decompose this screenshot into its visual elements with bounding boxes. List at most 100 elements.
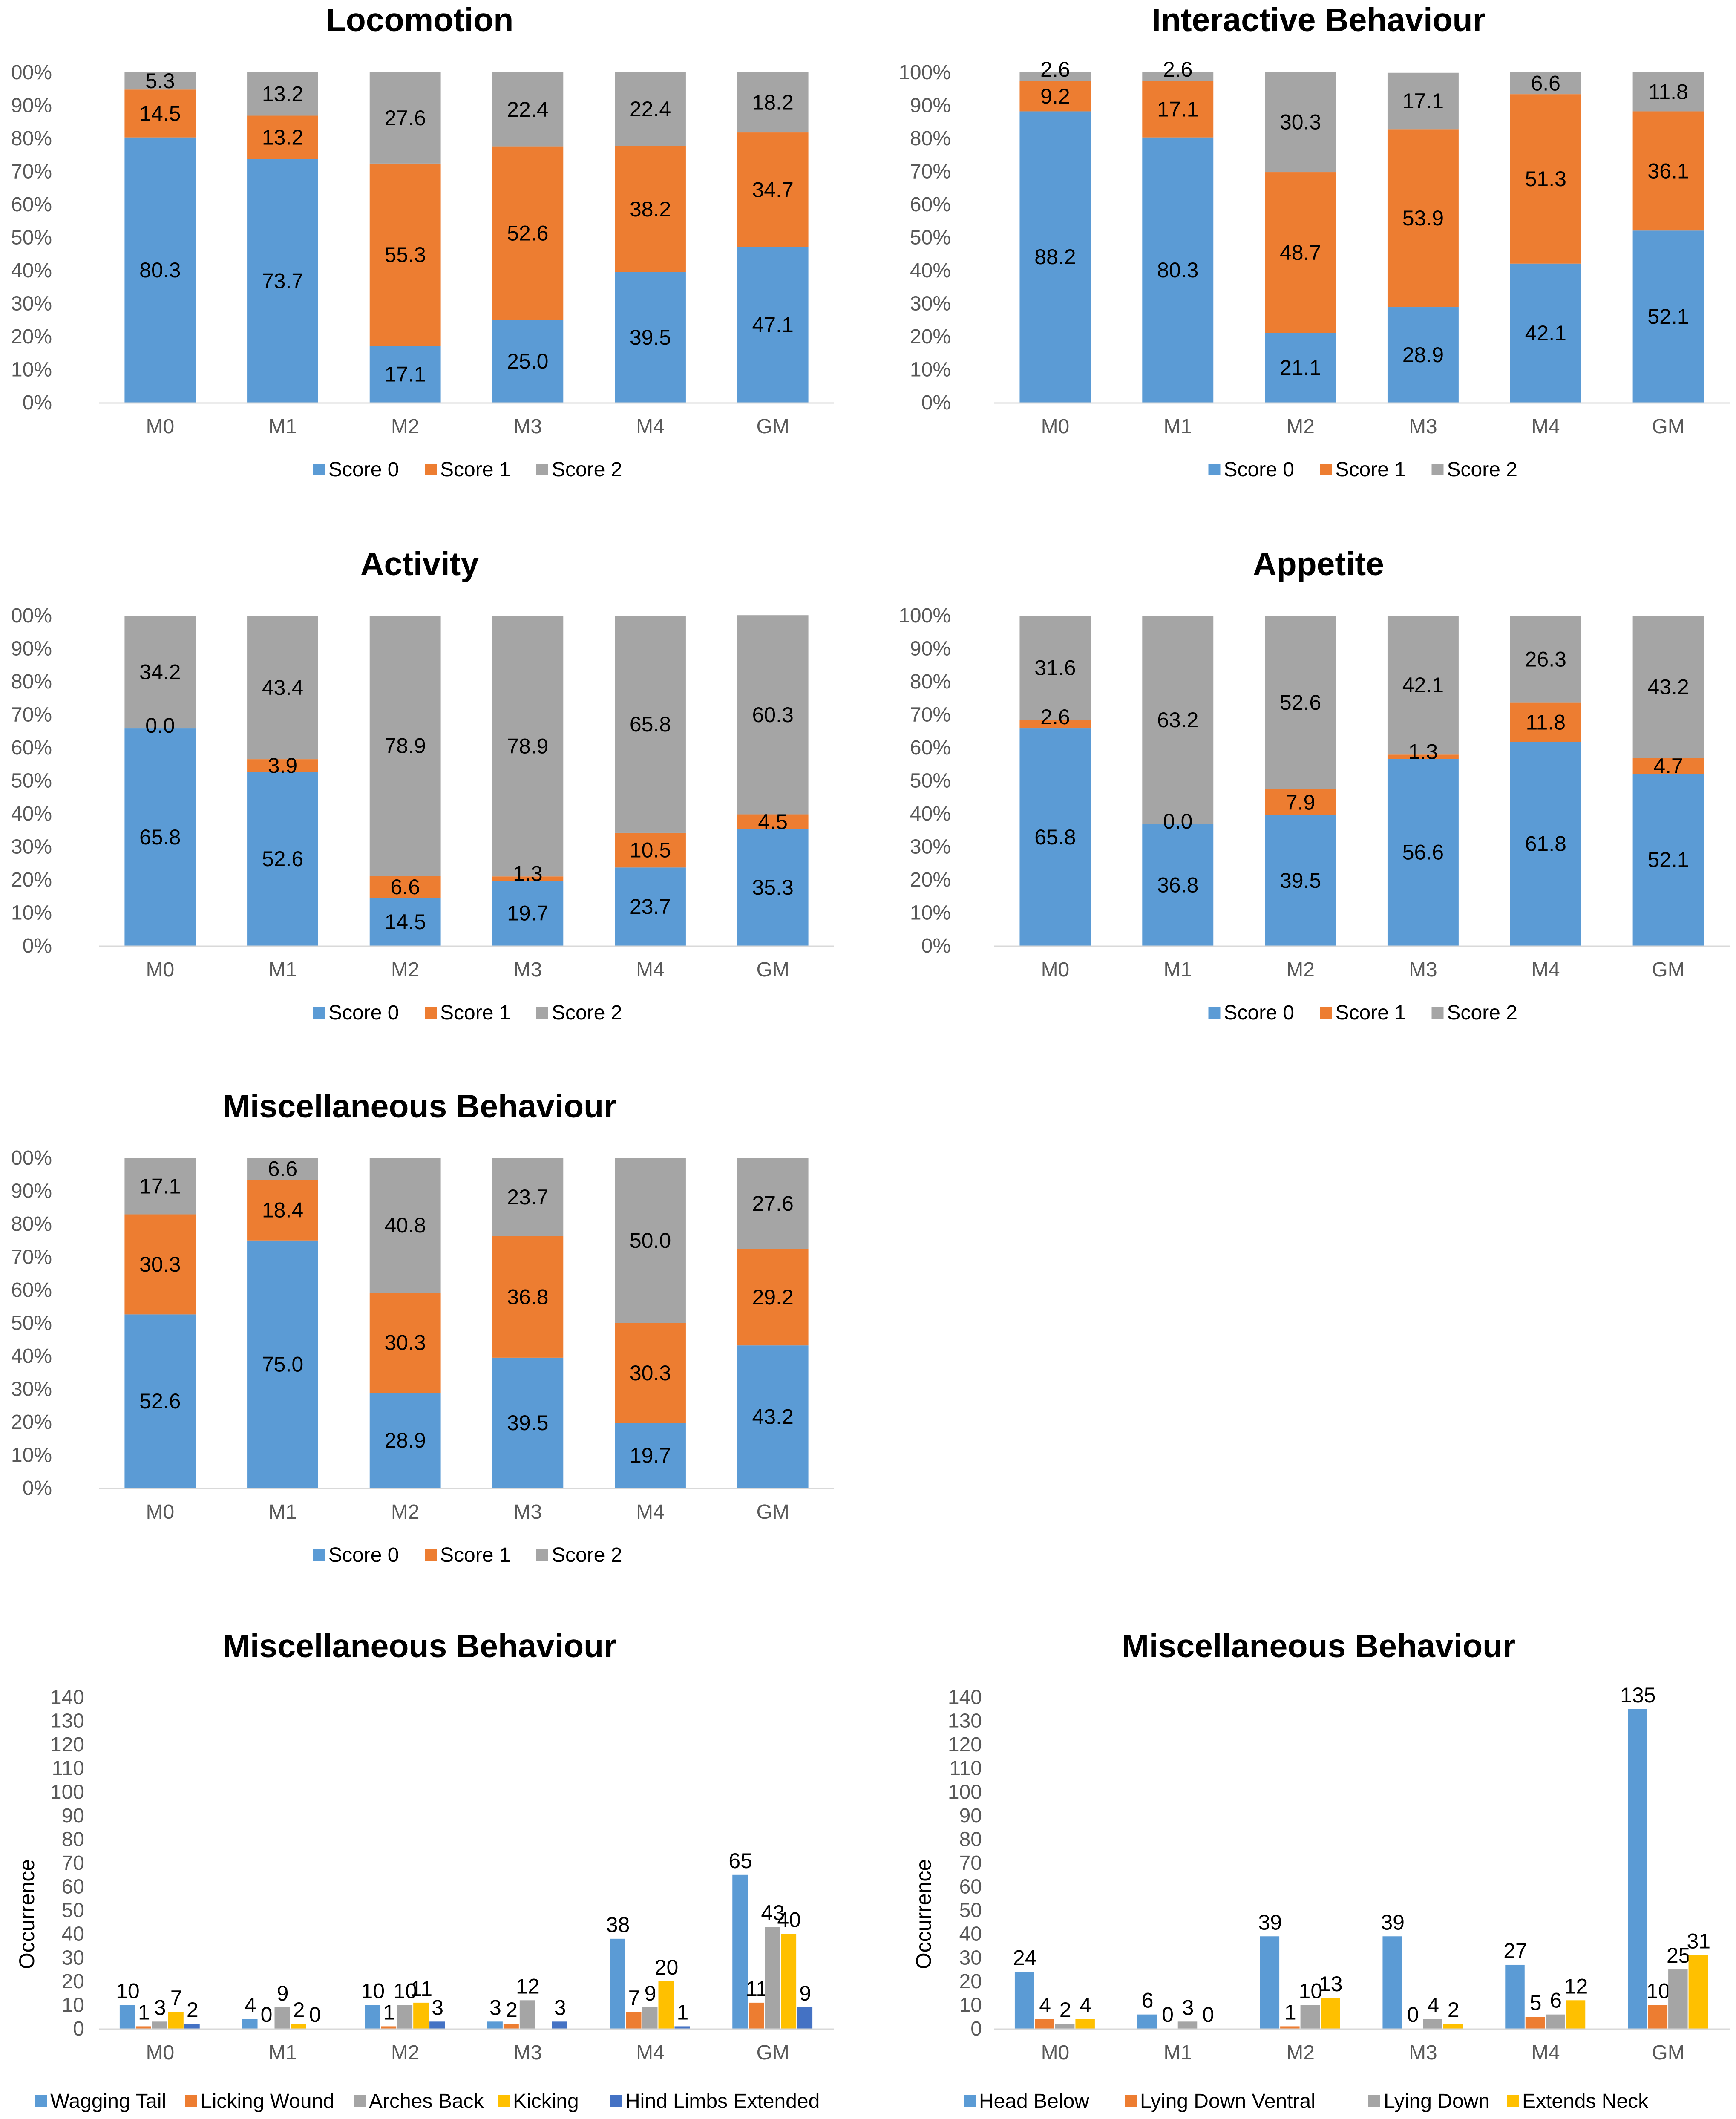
legend-label: Head Below <box>979 2090 1089 2113</box>
y-tick-label: 90% <box>11 95 52 117</box>
data-label: 30.3 <box>139 1252 181 1276</box>
data-label: 43 <box>761 1901 785 1925</box>
y-tick-label: 70% <box>11 1246 52 1269</box>
data-label: 78.9 <box>385 734 426 758</box>
data-label: 4.7 <box>1653 754 1683 778</box>
bar-score-0 <box>615 1423 686 1488</box>
bar-score-0 <box>737 829 809 946</box>
legend-label: Score 2 <box>552 458 622 481</box>
legend-swatch <box>1208 1007 1221 1019</box>
data-label: 0 <box>309 2003 321 2027</box>
bar-licking-wound <box>749 2002 764 2029</box>
bar-score-2 <box>124 72 196 90</box>
y-axis-label: Occurrence <box>912 1859 936 1969</box>
bar-kicking <box>413 2002 429 2029</box>
data-label: 25.0 <box>507 349 548 373</box>
data-label: 17.1 <box>1157 97 1198 121</box>
bar-score-1 <box>737 814 809 829</box>
data-label: 18.4 <box>262 1198 303 1222</box>
x-tick-label: M2 <box>1286 2041 1315 2064</box>
bar-score-0 <box>124 1314 196 1488</box>
bar-score-2 <box>247 616 318 760</box>
bar-arches-back <box>152 2021 167 2029</box>
y-tick-label: 20 <box>959 1970 982 1993</box>
data-label: 7 <box>170 1986 182 2010</box>
data-label: 30.3 <box>1280 110 1321 134</box>
bar-lying-down-ventral <box>1648 2005 1668 2029</box>
legend-swatch <box>1320 1007 1332 1019</box>
bar-wagging-tail <box>732 1874 748 2029</box>
y-tick-label: 40% <box>11 1345 52 1368</box>
data-label: 22.4 <box>630 97 671 121</box>
legend-label: Lying Down Ventral <box>1140 2090 1316 2113</box>
y-tick-label: 10 <box>959 1994 982 2016</box>
y-tick-label: 70 <box>62 1852 84 1874</box>
legend-label: Licking Wound <box>201 2090 334 2113</box>
data-label: 10 <box>1299 1979 1323 2003</box>
data-label: 18.2 <box>752 91 794 115</box>
bar-head-below <box>1014 1972 1034 2029</box>
y-tick-label: 100% <box>898 61 951 84</box>
data-label: 14.5 <box>385 910 426 934</box>
y-tick-label: 90 <box>959 1805 982 1827</box>
legend-label: Score 1 <box>1336 1002 1406 1024</box>
data-label: 17.1 <box>139 1174 181 1198</box>
data-label: 2 <box>187 1998 199 2022</box>
data-label: 6.6 <box>1531 72 1560 95</box>
y-tick-label: 30% <box>11 293 52 315</box>
bar-score-0 <box>1632 774 1704 946</box>
data-label: 0 <box>1407 2003 1419 2027</box>
chart-title: Miscellaneous Behaviour <box>223 1628 616 1664</box>
bar-licking-wound <box>381 2026 397 2029</box>
bar-score-0 <box>1265 333 1336 403</box>
data-label: 1 <box>138 2000 150 2024</box>
x-tick-label: M3 <box>513 959 542 981</box>
data-label: 52.6 <box>507 221 548 245</box>
data-label: 27 <box>1503 1939 1527 1963</box>
bar-score-0 <box>737 1345 809 1488</box>
y-tick-label: 120 <box>50 1733 84 1756</box>
y-tick-label: 100 <box>948 1781 982 1803</box>
x-tick-label: M4 <box>636 2041 665 2064</box>
y-tick-label: 0% <box>23 935 52 957</box>
bar-lying-down <box>1177 2021 1198 2029</box>
y-tick-label: 30% <box>910 836 951 858</box>
bar-score-1 <box>492 146 564 320</box>
data-label: 23.7 <box>630 895 671 918</box>
y-tick-label: 140 <box>948 1686 982 1709</box>
bar-score-0 <box>124 137 196 403</box>
y-tick-label: 40% <box>910 803 951 825</box>
y-tick-label: 90% <box>910 95 951 117</box>
data-label: 3 <box>489 1995 501 2019</box>
data-label: 31 <box>1687 1929 1711 1953</box>
y-tick-label: 90% <box>11 638 52 660</box>
bar-score-2 <box>247 72 318 116</box>
data-label: 47.1 <box>752 313 794 337</box>
legend-swatch <box>536 1549 548 1561</box>
x-tick-label: M4 <box>1532 415 1560 438</box>
y-tick-label: 0 <box>73 2018 84 2040</box>
bar-score-1 <box>1142 81 1214 138</box>
bar-score-2 <box>247 1158 318 1180</box>
legend-swatch <box>35 2095 47 2107</box>
data-label: 1 <box>383 2000 395 2024</box>
data-label: 36.8 <box>507 1285 548 1309</box>
data-label: 4 <box>1427 1993 1439 2017</box>
y-tick-label: 00% <box>11 605 52 627</box>
legend-label: Extends Neck <box>1522 2090 1649 2113</box>
y-tick-label: 80% <box>910 127 951 150</box>
bar-score-2 <box>1265 616 1336 789</box>
data-label: 11.8 <box>1648 80 1688 104</box>
legend-label: Wagging Tail <box>50 2090 166 2113</box>
bar-lying-down-ventral <box>1035 2019 1054 2029</box>
legend-label: Score 1 <box>1336 458 1406 481</box>
x-tick-label: M2 <box>391 2041 420 2064</box>
data-label: 9.2 <box>1040 84 1070 108</box>
y-tick-label: 00% <box>11 61 52 84</box>
y-tick-label: 60 <box>959 1876 982 1898</box>
x-tick-label: M4 <box>636 415 665 438</box>
data-label: 5.3 <box>145 69 175 93</box>
y-tick-label: 80% <box>910 671 951 693</box>
data-label: 13.2 <box>262 82 303 106</box>
y-tick-label: 80% <box>11 671 52 693</box>
